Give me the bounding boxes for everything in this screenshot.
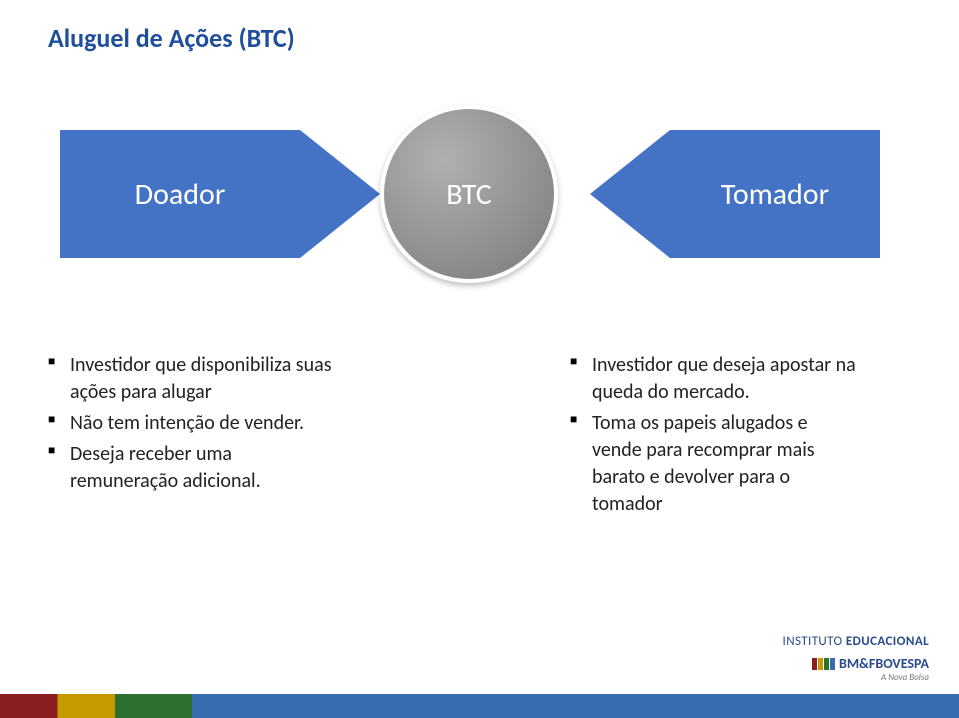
btc-circle: BTC [380, 105, 558, 283]
tomador-shape: Tomador [590, 130, 880, 258]
doador-shape: Doador [60, 130, 380, 258]
btc-label: BTC [446, 176, 492, 213]
list-item: Investidor que disponibiliza suas ações … [48, 352, 338, 406]
list-item: Toma os papeis alugados e vende para rec… [570, 410, 860, 518]
flag-stripe [812, 658, 817, 670]
btc-diagram: Doador BTC Tomador [60, 105, 880, 305]
bottom-strip [0, 694, 959, 718]
footer-bmf-text: BM&FBOVESPA [839, 657, 929, 672]
tomador-arrowhead [590, 130, 670, 258]
page-title: Aluguel de Ações (BTC) [48, 22, 295, 54]
doador-bullets: Investidor que disponibiliza suas ações … [48, 352, 338, 499]
flag-icon [812, 658, 835, 670]
footer-instituto: INSTITUTO EDUCACIONAL [783, 635, 929, 649]
flag-stripe [818, 658, 823, 670]
footer-sub: A Nova Bolsa [783, 673, 929, 682]
list-item: Deseja receber uma remuneração adicional… [48, 441, 338, 495]
footer-line1-light: INSTITUTO [783, 634, 846, 649]
footer-bmf: BM&FBOVESPA [783, 657, 929, 672]
footer-logo: INSTITUTO EDUCACIONAL BM&FBOVESPA A Nova… [783, 635, 929, 682]
doador-arrowhead [300, 130, 380, 258]
tomador-label: Tomador [670, 130, 880, 258]
flag-stripe [824, 658, 829, 670]
list-item: Não tem intenção de vender. [48, 410, 338, 437]
tomador-bullets: Investidor que deseja apostar na queda d… [570, 352, 860, 522]
list-item: Investidor que deseja apostar na queda d… [570, 352, 860, 406]
footer-line1-bold: EDUCACIONAL [846, 634, 929, 649]
flag-stripe [830, 658, 835, 670]
doador-label: Doador [60, 130, 300, 258]
